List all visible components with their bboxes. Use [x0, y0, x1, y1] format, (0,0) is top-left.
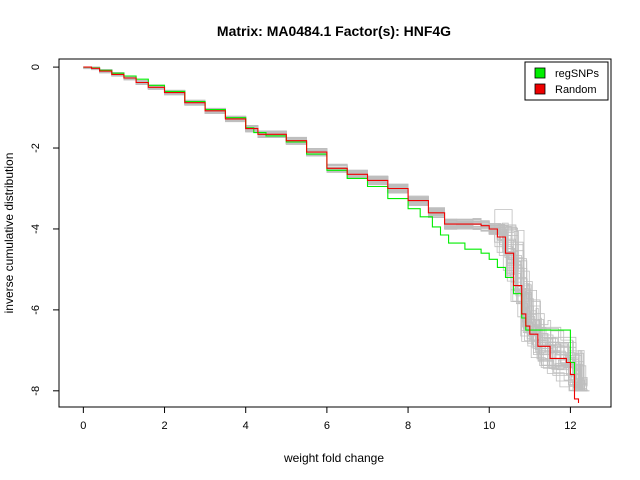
legend: regSNPs Random [524, 61, 609, 101]
legend-swatch-regsnps [534, 67, 546, 79]
x-tick-label: 8 [405, 420, 411, 432]
x-tick-label: 10 [483, 420, 495, 432]
y-tick-label: -2 [30, 143, 42, 153]
y-axis-label: inverse cumulative distribution [2, 153, 16, 314]
x-tick-label: 4 [243, 420, 249, 432]
simulation-line [83, 68, 585, 392]
x-tick-label: 0 [80, 420, 86, 432]
legend-label-regsnps: regSNPs [555, 68, 600, 80]
y-tick-label: -8 [30, 386, 42, 396]
simulation-line [83, 66, 586, 392]
x-axis-label: weight fold change [283, 451, 384, 465]
plot-frame [58, 58, 612, 408]
series-lines [83, 66, 580, 403]
legend-swatch-random [534, 83, 546, 95]
y-axis: 0 -2 -4 -6 -8 [30, 64, 59, 396]
y-tick-label: -4 [30, 224, 42, 234]
x-axis: 0 2 4 6 8 10 12 [80, 407, 577, 432]
x-tick-label: 6 [324, 420, 330, 432]
legend-label-random: Random [555, 84, 597, 96]
background-simulation-lines [83, 66, 590, 392]
chart-title: Matrix: MA0484.1 Factor(s): HNF4G [217, 23, 451, 39]
x-tick-label: 2 [161, 420, 167, 432]
x-tick-label: 12 [564, 420, 576, 432]
series-line-random [83, 66, 580, 403]
y-tick-label: -6 [30, 305, 42, 315]
y-tick-label: 0 [30, 64, 42, 70]
